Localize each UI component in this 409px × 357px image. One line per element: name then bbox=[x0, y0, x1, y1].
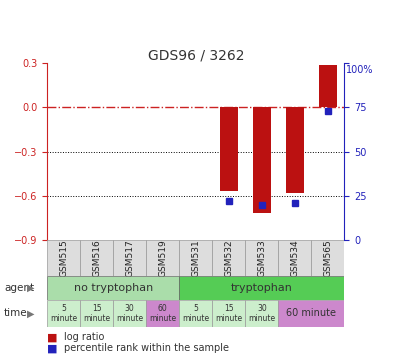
Text: GSM519: GSM519 bbox=[158, 239, 167, 277]
Text: 15
minute: 15 minute bbox=[215, 303, 242, 323]
Bar bbox=[212, 300, 245, 327]
Bar bbox=[318, 65, 336, 107]
Text: ■: ■ bbox=[47, 332, 58, 342]
Bar bbox=[47, 240, 80, 276]
Bar bbox=[179, 300, 212, 327]
Bar bbox=[80, 300, 113, 327]
Bar bbox=[310, 240, 344, 276]
Text: 5
minute: 5 minute bbox=[182, 303, 209, 323]
Bar bbox=[47, 300, 80, 327]
Bar bbox=[278, 240, 310, 276]
Text: 15
minute: 15 minute bbox=[83, 303, 110, 323]
Bar bbox=[219, 107, 237, 191]
Text: log ratio: log ratio bbox=[63, 332, 103, 342]
Text: GSM531: GSM531 bbox=[191, 239, 200, 277]
Text: 100%: 100% bbox=[346, 65, 373, 75]
Text: ■: ■ bbox=[47, 343, 58, 353]
Text: 60 minute: 60 minute bbox=[285, 308, 335, 318]
Text: 60
minute: 60 minute bbox=[149, 303, 176, 323]
Text: GSM565: GSM565 bbox=[323, 239, 332, 277]
Bar bbox=[245, 240, 278, 276]
Text: 5
minute: 5 minute bbox=[50, 303, 77, 323]
Bar bbox=[212, 240, 245, 276]
Text: GSM534: GSM534 bbox=[290, 239, 299, 277]
Title: GDS96 / 3262: GDS96 / 3262 bbox=[147, 48, 243, 62]
Text: GSM515: GSM515 bbox=[59, 239, 68, 277]
Text: agent: agent bbox=[4, 283, 34, 293]
Text: no tryptophan: no tryptophan bbox=[73, 283, 153, 293]
Bar bbox=[47, 276, 179, 300]
Text: 30
minute: 30 minute bbox=[248, 303, 275, 323]
Text: ▶: ▶ bbox=[27, 283, 34, 293]
Bar bbox=[245, 300, 278, 327]
Bar bbox=[146, 240, 179, 276]
Bar bbox=[113, 240, 146, 276]
Text: percentile rank within the sample: percentile rank within the sample bbox=[63, 343, 228, 353]
Bar bbox=[252, 107, 270, 213]
Text: time: time bbox=[4, 308, 28, 318]
Bar bbox=[179, 276, 344, 300]
Bar bbox=[113, 300, 146, 327]
Text: GSM533: GSM533 bbox=[257, 239, 266, 277]
Text: tryptophan: tryptophan bbox=[230, 283, 292, 293]
Text: GSM516: GSM516 bbox=[92, 239, 101, 277]
Text: 30
minute: 30 minute bbox=[116, 303, 143, 323]
Bar bbox=[278, 300, 344, 327]
Bar bbox=[146, 300, 179, 327]
Bar bbox=[80, 240, 113, 276]
Text: GSM532: GSM532 bbox=[224, 239, 233, 277]
Text: GSM517: GSM517 bbox=[125, 239, 134, 277]
Bar bbox=[285, 107, 303, 193]
Bar bbox=[179, 240, 212, 276]
Text: ▶: ▶ bbox=[27, 308, 34, 318]
